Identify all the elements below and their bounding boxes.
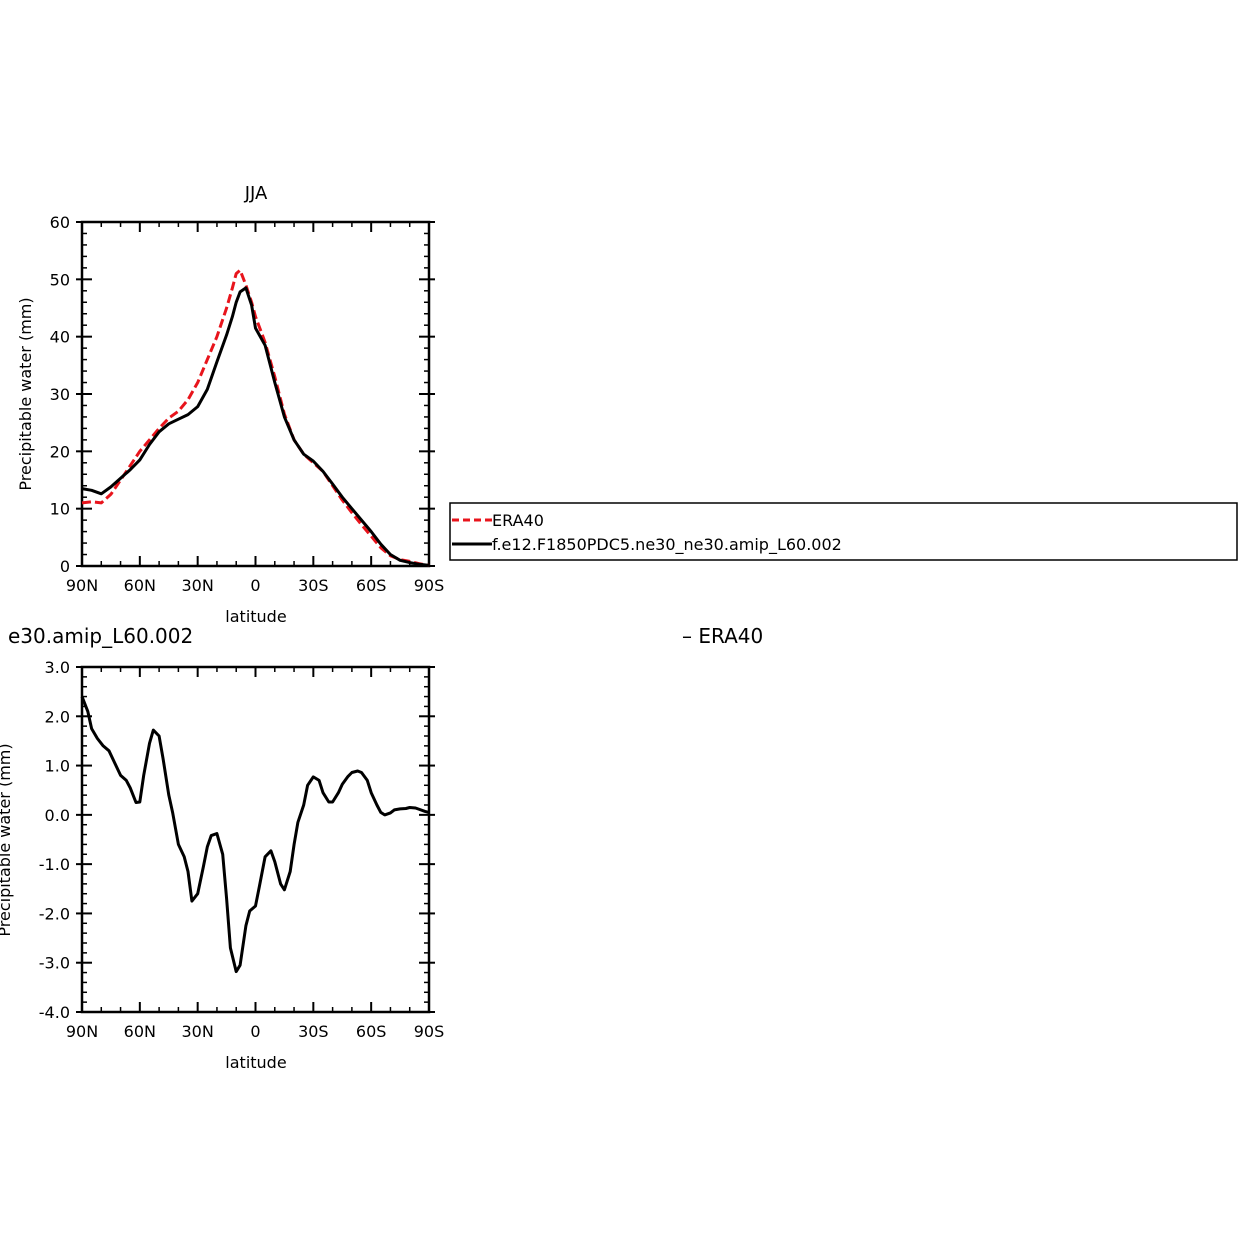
top-y-tick-label: 10	[50, 500, 70, 519]
bottom-y-axis-label-clip: Precipitable water (mm)	[0, 743, 14, 936]
top-x-tick-label: 90N	[66, 576, 98, 595]
bottom-y-tick-label: 2.0	[45, 707, 70, 726]
bottom-x-tick-label: 30S	[298, 1022, 329, 1041]
bottom-y-tick-label: -1.0	[39, 855, 70, 874]
legend-box	[449, 502, 1238, 561]
top-x-tick-label: 60S	[356, 576, 387, 595]
bottom-y-axis-label: Precipitable water (mm)	[0, 743, 14, 936]
top-series-line-2	[81, 286, 430, 567]
legend-label-era40: ERA40	[492, 511, 544, 530]
top-series-line-1	[81, 268, 430, 567]
bottom-y-tick-label: 3.0	[45, 658, 70, 677]
top-y-axis-label: Precipitable water (mm)	[16, 297, 35, 490]
bottom-axis-ticks: 90N 60N 30N 0 30S 60S 90S -4.0 -3.0 -2.0 -1.0 0.0 1.…	[39, 658, 444, 1041]
top-x-tick-label: 30S	[298, 576, 329, 595]
top-y-tick-label: 40	[50, 328, 70, 347]
top-x-tick-label: 90S	[414, 576, 445, 595]
bottom-panel-title: e30.amip_L60.002	[8, 624, 193, 648]
top-y-tick-label: 30	[50, 385, 70, 404]
bottom-y-tick-label: 0.0	[45, 806, 70, 825]
top-axis-ticks: 90N 60N 30N 0 30S 60S 90S 0 10 20 30 40 50 60	[50, 213, 445, 595]
top-x-tick-label: 30N	[182, 576, 214, 595]
bottom-x-tick-label: 60S	[356, 1022, 387, 1041]
top-x-tick-label: 0	[250, 576, 260, 595]
top-y-tick-label: 60	[50, 213, 70, 232]
top-x-axis-label: latitude	[225, 607, 286, 626]
bottom-series-line-1	[80, 696, 430, 974]
bottom-x-axis-label: latitude	[225, 1053, 286, 1072]
bottom-panel: e30.amip_L60.002 – ERA40 90N 60N 30N 0 30S 60…	[0, 624, 763, 1072]
bottom-y-tick-label: -3.0	[39, 954, 70, 973]
legend-label-model: f.e12.F1850PDC5.ne30_ne30.amip_L60.002	[492, 535, 842, 555]
top-x-tick-label: 60N	[124, 576, 156, 595]
bottom-panel-title-right: – ERA40	[682, 624, 763, 648]
bottom-y-tick-label: -4.0	[39, 1003, 70, 1022]
top-panel: JJA 90N 60N 30N 0 30S 60S 90S 0 10 20 30 40 50 60 lat…	[16, 183, 444, 626]
bottom-x-tick-label: 90S	[414, 1022, 445, 1041]
bottom-series-lines	[80, 696, 430, 974]
bottom-x-tick-label: 0	[250, 1022, 260, 1041]
bottom-y-tick-label: 1.0	[45, 757, 70, 776]
top-y-tick-label: 50	[50, 270, 70, 289]
top-y-tick-label: 0	[60, 557, 70, 576]
top-y-tick-label: 20	[50, 442, 70, 461]
top-plot-frame	[80, 220, 431, 568]
bottom-x-tick-label: 30N	[182, 1022, 214, 1041]
bottom-y-tick-label: -2.0	[39, 904, 70, 923]
bottom-x-tick-label: 60N	[124, 1022, 156, 1041]
legend: ERA40 f.e12.F1850PDC5.ne30_ne30.amip_L60…	[449, 502, 1238, 561]
bottom-x-tick-label: 90N	[66, 1022, 98, 1041]
bottom-plot-frame	[80, 665, 431, 1014]
top-series-lines	[81, 268, 430, 567]
top-panel-title: JJA	[244, 183, 268, 204]
